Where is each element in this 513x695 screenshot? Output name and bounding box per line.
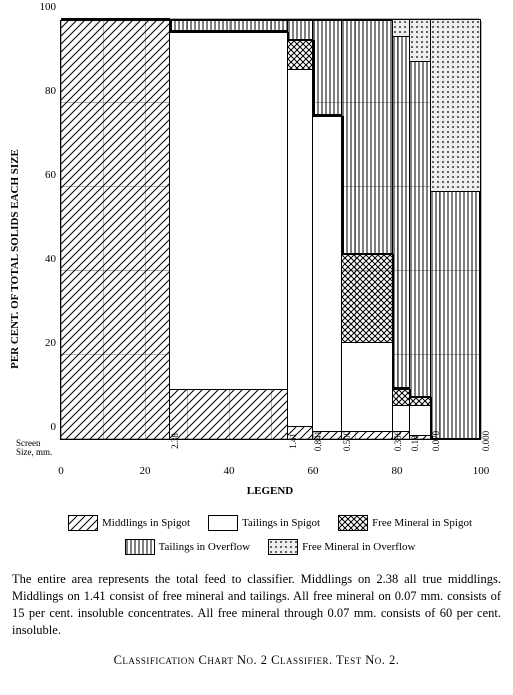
- region-freeO: [431, 19, 481, 191]
- legend-swatch: [208, 515, 238, 531]
- region-freeO: [393, 19, 410, 36]
- legend-item-mid: Middlings in Spigot: [68, 515, 190, 531]
- legend-label: Tailings in Spigot: [242, 517, 320, 529]
- region-mid: [170, 389, 288, 439]
- spigot-outline: [313, 114, 342, 117]
- y-tick: 40: [31, 253, 56, 265]
- spigot-outline: [169, 19, 172, 32]
- legend-swatch: [125, 539, 155, 555]
- y-tick: 0: [31, 421, 56, 433]
- region-mid: [288, 426, 313, 439]
- spigot-outline: [409, 389, 412, 397]
- legend-label: Middlings in Spigot: [102, 517, 190, 529]
- y-tick: 60: [31, 169, 56, 181]
- region-freeS: [393, 389, 410, 406]
- legend-item-freeO: Free Mineral in Overflow: [268, 539, 415, 555]
- legend: Middlings in Spigot Tailings in Spigot Fre…: [60, 515, 480, 555]
- region-tailO: [393, 36, 410, 389]
- legend-swatch: [268, 539, 298, 555]
- legend-item-tailO: Tailings in Overflow: [125, 539, 251, 555]
- spigot-outline: [342, 253, 392, 256]
- gridline-v: [481, 21, 482, 439]
- region-freeS: [288, 40, 313, 69]
- region-freeO: [410, 19, 431, 61]
- region-mid: [342, 431, 392, 439]
- legend-swatch: [338, 515, 368, 531]
- legend-row: Tailings in Overflow Free Mineral in Over…: [60, 539, 480, 555]
- spigot-outline: [341, 116, 344, 255]
- legend-label: Free Mineral in Spigot: [372, 517, 472, 529]
- spigot-outline: [170, 30, 288, 33]
- plot-area: ScreenSize, mm. 020406080100020406080100…: [60, 20, 480, 440]
- screen-size-label: 0.000: [481, 431, 491, 451]
- region-freeS: [342, 254, 392, 342]
- spigot-outline: [392, 254, 395, 388]
- spigot-outline: [287, 32, 290, 40]
- region-mid: [313, 431, 342, 439]
- legend-item-freeS: Free Mineral in Spigot: [338, 515, 472, 531]
- spigot-outline: [393, 387, 410, 390]
- figure-title: Classification Chart No. 2 Classifier. T…: [10, 653, 503, 668]
- region-tailO: [313, 19, 342, 116]
- region-tailS: [393, 405, 410, 430]
- x-tick: 100: [473, 465, 490, 477]
- region-mid: [410, 435, 431, 439]
- chart-container: PER CENT. OF TOTAL SOLIDS EACH SIZE Scre…: [60, 20, 503, 497]
- legend-item-tailS: Tailings in Spigot: [208, 515, 320, 531]
- caption-text: The entire area represents the total fee…: [12, 571, 501, 639]
- spigot-outline: [288, 39, 313, 42]
- spigot-outline: [312, 40, 315, 116]
- y-tick: 80: [31, 85, 56, 97]
- region-tailS: [313, 116, 342, 431]
- region-mid: [393, 431, 410, 439]
- legend-swatch: [68, 515, 98, 531]
- region-tailO: [288, 19, 313, 40]
- region-freeS: [410, 397, 431, 405]
- y-tick: 100: [31, 1, 56, 13]
- legend-row: Middlings in Spigot Tailings in Spigot Fre…: [60, 515, 480, 531]
- x-tick: 60: [308, 465, 319, 477]
- region-tailS: [170, 32, 288, 389]
- spigot-outline: [430, 397, 433, 439]
- x-tick: 40: [224, 465, 235, 477]
- spigot-outline: [61, 18, 170, 21]
- legend-label: Tailings in Overflow: [159, 541, 251, 553]
- screen-size-prefix: ScreenSize, mm.: [16, 439, 52, 458]
- x-tick: 0: [58, 465, 64, 477]
- region-tailO: [342, 19, 392, 254]
- region-tailO: [431, 191, 481, 439]
- region-tailO: [410, 61, 431, 397]
- legend-label: Free Mineral in Overflow: [302, 541, 415, 553]
- y-axis-label: PER CENT. OF TOTAL SOLIDS EACH SIZE: [9, 149, 21, 369]
- spigot-outline: [431, 438, 481, 441]
- x-axis-label: LEGEND: [60, 485, 480, 497]
- region-mid: [61, 19, 170, 439]
- y-tick: 20: [31, 337, 56, 349]
- x-tick: 20: [140, 465, 151, 477]
- region-tailS: [410, 405, 431, 434]
- x-tick: 80: [392, 465, 403, 477]
- region-tailS: [342, 342, 392, 430]
- spigot-outline: [410, 396, 431, 399]
- region-tailS: [288, 69, 313, 426]
